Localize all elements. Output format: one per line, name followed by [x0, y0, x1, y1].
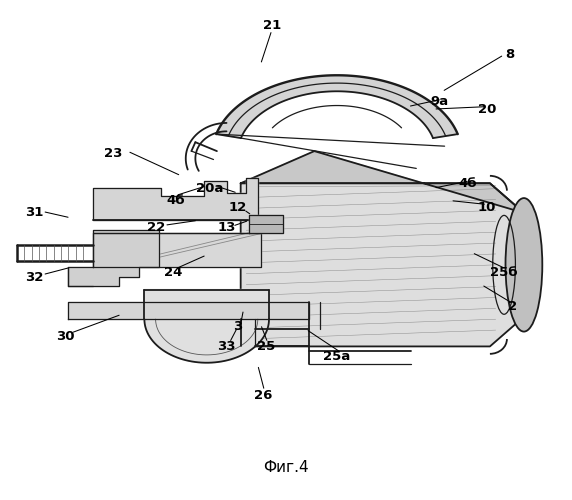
Polygon shape: [93, 232, 260, 268]
Text: 4б: 4б: [166, 194, 185, 207]
Polygon shape: [241, 183, 524, 346]
Text: 26: 26: [254, 390, 272, 402]
Text: 33: 33: [217, 340, 236, 353]
Text: 8: 8: [505, 48, 514, 61]
Polygon shape: [249, 216, 283, 232]
Ellipse shape: [506, 198, 542, 332]
Polygon shape: [93, 178, 257, 220]
Text: 4б: 4б: [458, 177, 476, 190]
Polygon shape: [241, 151, 524, 213]
Text: 21: 21: [263, 18, 281, 32]
Text: 30: 30: [56, 330, 74, 343]
Text: 12: 12: [229, 202, 247, 214]
Polygon shape: [68, 230, 158, 285]
Text: 20: 20: [478, 102, 496, 116]
Text: 13: 13: [217, 221, 236, 234]
Text: 31: 31: [25, 206, 43, 220]
Polygon shape: [144, 290, 269, 362]
Polygon shape: [68, 302, 309, 319]
Text: 22: 22: [146, 221, 165, 234]
Text: 24: 24: [164, 266, 182, 279]
Text: 2: 2: [508, 300, 517, 314]
Text: 25а: 25а: [323, 350, 351, 363]
Text: 25б: 25б: [490, 266, 518, 279]
Text: 20а: 20а: [196, 182, 223, 194]
Text: Фиг.4: Фиг.4: [263, 460, 309, 475]
Text: 23: 23: [104, 147, 122, 160]
Text: 32: 32: [25, 270, 43, 283]
Text: 10: 10: [478, 202, 496, 214]
Text: 9а: 9а: [430, 95, 448, 108]
Text: 3: 3: [233, 320, 243, 333]
Text: 25: 25: [257, 340, 275, 353]
Polygon shape: [216, 76, 458, 138]
